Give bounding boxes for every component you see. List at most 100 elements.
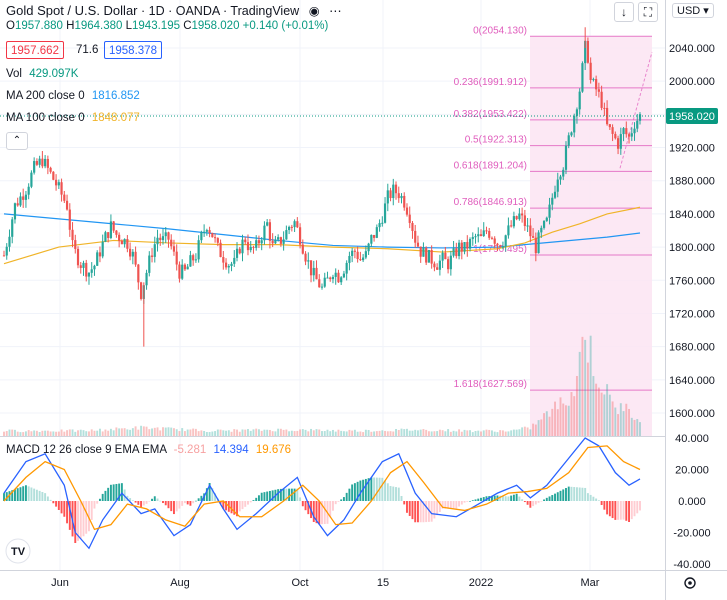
fullscreen-icon[interactable]: ⛶ [638,2,658,22]
macd-hist-bar [460,501,463,505]
macd-hist-bar [183,501,186,504]
macd-hist-bar [129,498,132,501]
price-tick-label: 1760.000 [669,275,715,287]
macd-hist-bar [540,501,543,502]
candle-body [96,252,99,266]
macd-hist-bar [526,501,529,505]
volume-bar [142,426,145,436]
buy-button[interactable]: 1958.378 [104,41,162,59]
macd-hist-bar [351,484,354,501]
macd-hist-bar [406,501,408,513]
macd-hist-bar [189,501,192,506]
volume-bar [41,430,44,436]
volume-bar [101,431,104,436]
candle-body [74,240,77,249]
candle-body [156,237,159,245]
volume-bar [30,431,33,436]
candle-body [238,248,241,254]
candle-body [436,267,439,270]
low-value: 1943.195 [132,20,180,32]
candle-body [104,232,107,242]
ma200-legend[interactable]: MA 200 close 0 1816.852 [6,90,140,102]
volume-bar [68,429,71,436]
candle-body [326,277,329,279]
macd-hist-bar [534,501,537,505]
vol-legend[interactable]: Vol 429.097K [6,68,79,80]
candle-body [205,230,208,232]
volume-bar [288,431,291,436]
volume-bar [299,429,302,436]
volume-bar [151,428,153,436]
volume-bar [22,432,25,436]
macd-hist-bar [452,501,455,509]
volume-bar [496,432,499,436]
candle-body [419,246,422,257]
candle-body [200,232,203,241]
macd-hist-bar [63,501,66,517]
macd-hist-bar [277,489,280,501]
macd-hist-bar [186,501,189,505]
gear-icon[interactable] [684,577,696,589]
candle-body [118,234,121,241]
volume-bar [480,431,482,436]
volume-bar [183,431,186,436]
ohlc-legend: O1957.880 H1964.380 L1943.195 C1958.020 … [6,20,329,32]
candle-body [614,133,617,139]
candle-body [534,237,537,254]
macd-hist-bar [14,489,16,501]
currency-selector[interactable]: USD ▾ [672,3,714,18]
volume-bar [260,430,263,436]
macd-hist-bar [408,501,411,516]
volume-bar [162,427,164,436]
macd-hist-bar [559,490,562,501]
arrow-down-icon[interactable]: ↓ [614,2,634,22]
macd-hist-bar [444,501,447,509]
macd-hist-bar [441,501,444,509]
volume-bar [79,429,82,436]
candle-body [38,158,41,165]
volume-bar [438,429,441,436]
candle-body [383,203,387,223]
macd-hist-bar [578,487,581,501]
volume-bar [356,431,359,436]
candle-body [203,231,206,233]
time-axis-labels[interactable]: Jun Aug Oct 15 2022 Mar [51,577,600,589]
macd-hist-bar [238,501,241,512]
candle-body [123,239,126,245]
macd-hist-bar [27,486,30,501]
eye-icon[interactable]: ◉ [308,4,320,18]
candle-body [581,63,584,92]
volume-bar [575,375,578,436]
price-axis[interactable] [665,0,727,570]
macd-histogram [3,477,641,543]
volume-bar [19,432,22,436]
collapse-legend-button[interactable]: ⌃ [6,132,28,150]
candle-body [241,239,244,254]
macd-hist-bar [88,501,90,532]
candle-body [277,237,280,240]
candle-body [87,272,91,277]
candle-body [394,184,398,194]
volume-bar [449,431,452,436]
ma100-legend[interactable]: MA 100 close 0 1848.077 [6,112,140,124]
candle-body [340,277,343,283]
macd-legend[interactable]: MACD 12 26 close 9 EMA EMA -5.281 14.394… [6,444,292,456]
volume-bar [345,431,348,436]
candle-body [16,203,19,206]
more-icon[interactable]: ⋯ [329,4,342,18]
time-tick-label: Aug [170,577,190,589]
candle-body [249,246,252,251]
tradingview-logo[interactable]: TV [5,538,31,564]
macd-hist-bar [537,501,540,503]
macd-hist-bar [192,501,195,504]
sell-button[interactable]: 1957.662 [6,41,64,59]
candle-body [416,242,420,247]
candle-body [510,225,513,227]
symbol-header[interactable]: Gold Spot / U.S. Dollar · 1D · OANDA · T… [6,3,342,18]
candle-body [362,257,365,261]
macd-hist-bar [159,500,162,502]
ma100-line [3,206,641,265]
macd-hist-bar [469,501,471,502]
macd-hist-bar [353,483,356,501]
